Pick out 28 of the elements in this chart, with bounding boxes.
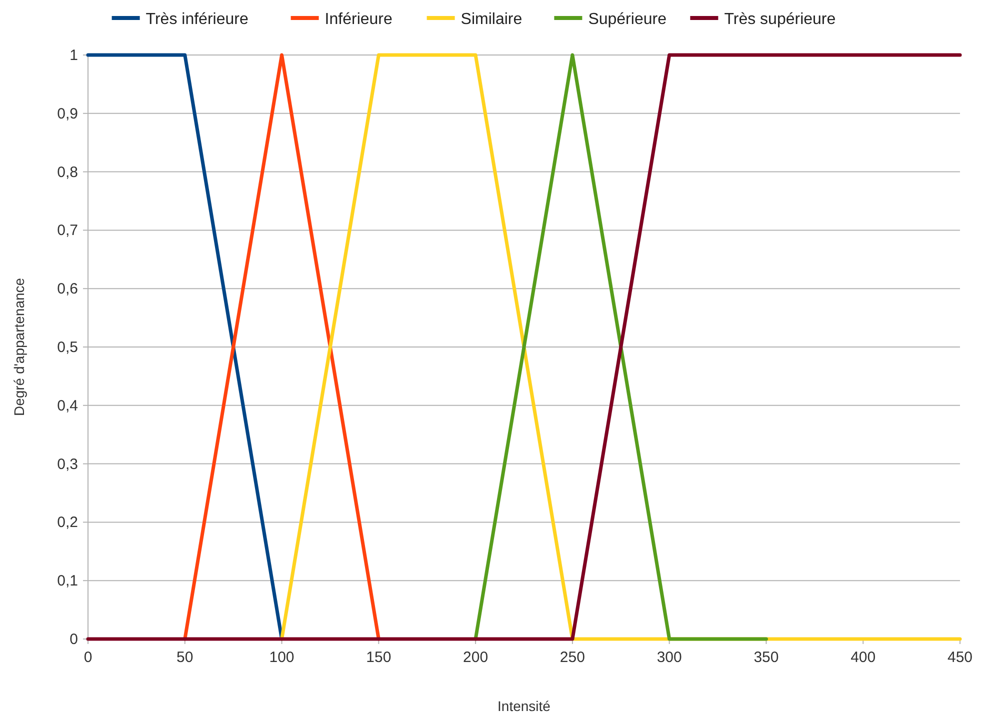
y-tick-label: 0,9 (57, 105, 78, 122)
legend-label: Similaire (460, 11, 522, 28)
x-tick-label: 350 (754, 649, 779, 666)
y-tick-label: 0,5 (57, 339, 78, 356)
legend-label: Inférieure (324, 11, 392, 28)
x-tick-label: 300 (656, 649, 682, 666)
x-tick-label: 50 (176, 649, 194, 666)
y-tick-label: 0,3 (57, 456, 78, 473)
legend-label: Supérieure (588, 11, 667, 28)
y-tick-label: 0,7 (57, 222, 78, 240)
x-tick-label: 100 (269, 649, 294, 666)
x-tick-label: 150 (366, 649, 392, 666)
legend-label: Très inférieure (146, 11, 248, 28)
x-axis-title: Intensité (498, 698, 551, 714)
y-tick-label: 0 (70, 631, 78, 648)
y-tick-label: 0,4 (57, 397, 78, 414)
y-tick-label: 0,1 (57, 572, 78, 590)
x-tick-label: 0 (84, 649, 92, 666)
y-axis-title: Degré d'appartenance (11, 278, 27, 416)
y-tick-label: 0,8 (57, 164, 78, 181)
x-tick-label: 250 (560, 649, 585, 666)
y-tick-label: 0,6 (57, 280, 78, 298)
x-tick-label: 400 (850, 649, 876, 666)
x-tick-label: 450 (947, 649, 973, 666)
y-tick-label: 0,2 (57, 514, 78, 532)
legend-label: Très supérieure (724, 11, 836, 28)
y-tick-label: 1 (70, 47, 78, 64)
x-tick-label: 200 (463, 649, 488, 666)
